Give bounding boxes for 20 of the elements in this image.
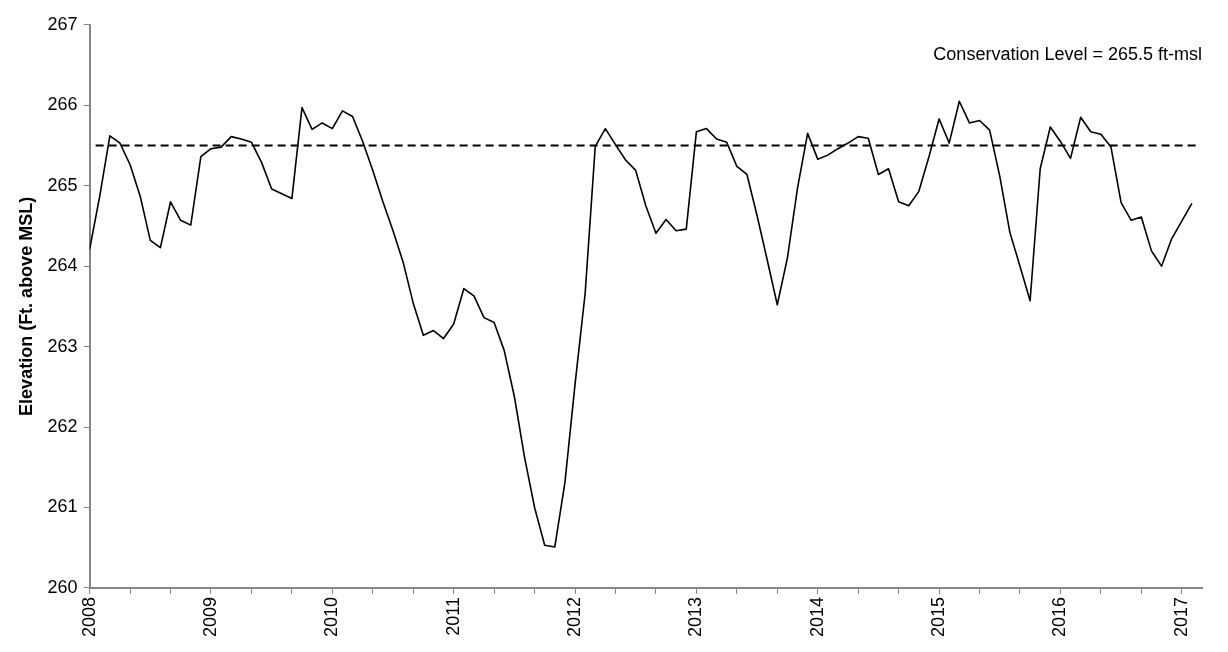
x-tick-label: 2009 bbox=[199, 596, 220, 637]
ref-line-label: Conservation Level = 265.5 ft-msl bbox=[933, 43, 1202, 64]
y-tick-label: 267 bbox=[47, 13, 78, 34]
x-tick-label: 2013 bbox=[685, 596, 706, 637]
x-tick-label: 2014 bbox=[806, 596, 827, 637]
y-tick-label: 260 bbox=[47, 576, 78, 597]
x-tick-label: 2017 bbox=[1170, 596, 1191, 637]
y-tick-label: 265 bbox=[47, 174, 78, 195]
x-tick-label: 2016 bbox=[1049, 596, 1070, 637]
x-tick-label: 2015 bbox=[928, 596, 949, 637]
x-tick-label: 2010 bbox=[321, 596, 342, 637]
y-axis-title: Elevation (Ft. above MSL) bbox=[15, 196, 36, 416]
y-tick-label: 261 bbox=[47, 496, 78, 517]
x-tick-label: 2012 bbox=[564, 596, 584, 637]
y-tick-label: 262 bbox=[47, 416, 78, 437]
x-tick-label: 2011 bbox=[442, 596, 463, 636]
y-tick-label: 263 bbox=[47, 335, 78, 356]
x-tick-label: 2008 bbox=[78, 596, 99, 637]
y-tick-label: 264 bbox=[47, 255, 78, 276]
y-tick-label: 266 bbox=[47, 94, 78, 115]
